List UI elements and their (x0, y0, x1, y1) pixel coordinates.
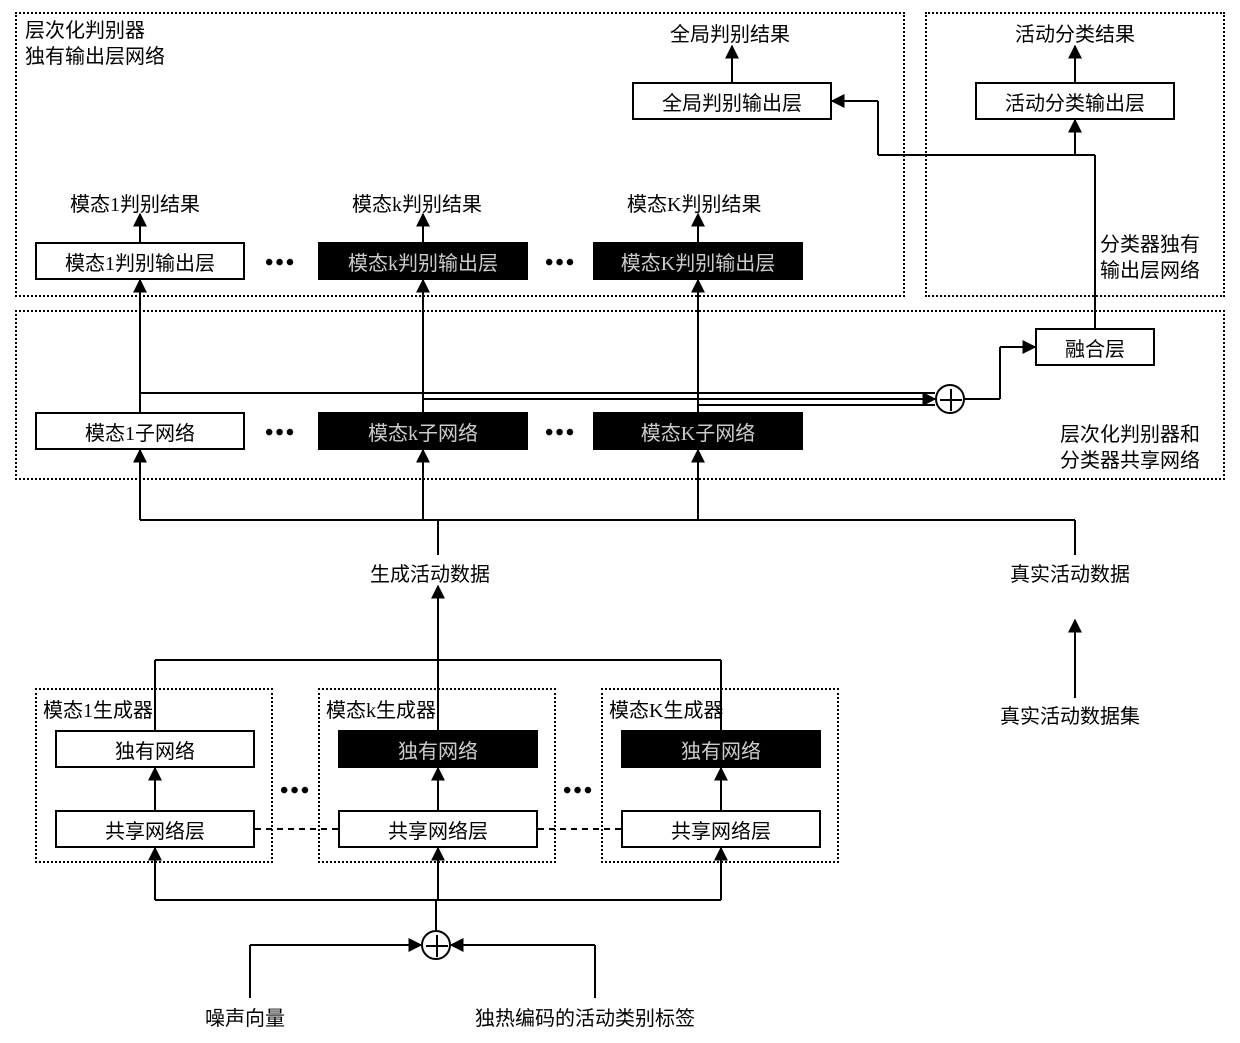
node-global-out: 全局判别输出层 (632, 82, 832, 120)
node-genk-shared: 共享网络层 (338, 810, 538, 848)
label-mod1-result: 模态1判别结果 (70, 188, 200, 217)
node-genK-uni: 独有网络 (621, 730, 821, 768)
group-cls-unique-title: 分类器独有 输出层网络 (1100, 232, 1220, 284)
group-gen1-title: 模态1生成器 (43, 694, 153, 723)
node-genk-uni: 独有网络 (338, 730, 538, 768)
group-shared-net-title: 层次化判别器和 分类器共享网络 (1060, 422, 1220, 474)
node-mod1-sub: 模态1子网络 (35, 412, 245, 450)
group-genK-title: 模态K生成器 (609, 694, 723, 723)
label-noise: 噪声向量 (205, 1002, 285, 1031)
diagram-canvas: 层次化判别器 独有输出层网络 分类器独有 输出层网络 层次化判别器和 分类器共享… (0, 0, 1240, 1043)
node-mod1-out: 模态1判别输出层 (35, 242, 245, 280)
dots-1: ••• (265, 250, 296, 277)
node-gen1-shared: 共享网络层 (55, 810, 255, 848)
label-real-data: 真实活动数据 (1010, 558, 1130, 587)
node-modK-out: 模态K判别输出层 (593, 242, 803, 280)
node-genK-shared: 共享网络层 (621, 810, 821, 848)
concat-inputs (421, 930, 451, 960)
dots-3: ••• (265, 420, 296, 447)
node-modk-out: 模态k判别输出层 (318, 242, 528, 280)
group-genk-title: 模态k生成器 (326, 694, 436, 723)
label-gen-data: 生成活动数据 (370, 558, 490, 587)
label-modk-result: 模态k判别结果 (352, 188, 482, 217)
label-real-dataset: 真实活动数据集 (1000, 700, 1140, 729)
dots-2: ••• (545, 250, 576, 277)
group-disc-unique-title: 层次化判别器 独有输出层网络 (25, 18, 225, 70)
node-modk-sub: 模态k子网络 (318, 412, 528, 450)
concat-subnets (935, 384, 965, 414)
node-gen1-uni: 独有网络 (55, 730, 255, 768)
label-cls-result: 活动分类结果 (1015, 18, 1135, 47)
dots-5: ••• (280, 778, 311, 805)
node-fusion: 融合层 (1035, 328, 1155, 366)
dots-6: ••• (563, 778, 594, 805)
node-modK-sub: 模态K子网络 (593, 412, 803, 450)
label-modK-result: 模态K判别结果 (627, 188, 761, 217)
label-global-result: 全局判别结果 (670, 18, 790, 47)
label-onehot: 独热编码的活动类别标签 (475, 1002, 695, 1031)
dots-4: ••• (545, 420, 576, 447)
node-cls-out: 活动分类输出层 (975, 82, 1175, 120)
